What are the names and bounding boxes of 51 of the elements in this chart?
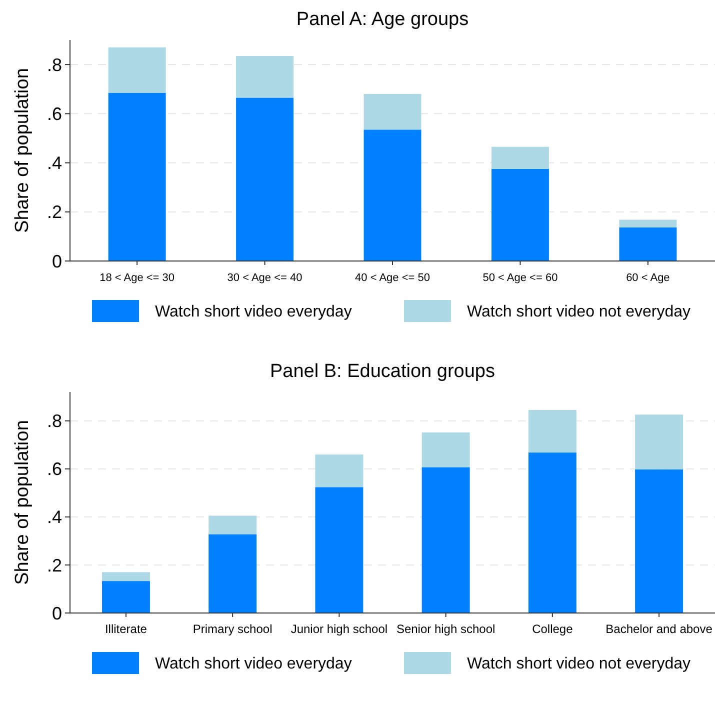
bar bbox=[102, 572, 150, 582]
y-tick-label: .6 bbox=[46, 459, 62, 480]
x-tick-label: Bachelor and above bbox=[606, 622, 713, 636]
x-tick-label: Junior high school bbox=[290, 622, 388, 636]
bar bbox=[236, 98, 294, 261]
bar bbox=[491, 146, 549, 169]
legend-label: Watch short video not everyday bbox=[467, 304, 691, 321]
bar bbox=[108, 47, 166, 93]
bar bbox=[315, 454, 364, 488]
bar bbox=[236, 56, 294, 98]
x-tick-label: Senior high school bbox=[396, 622, 496, 636]
y-tick-label: .2 bbox=[46, 555, 62, 576]
x-tick-label: 30 < Age <= 40 bbox=[227, 272, 302, 284]
bar bbox=[528, 452, 576, 613]
y-axis-title: Share of population bbox=[12, 68, 33, 233]
bar bbox=[208, 534, 257, 613]
x-tick-label: 18 < Age <= 30 bbox=[100, 272, 175, 284]
y-axis-title: Share of population bbox=[12, 420, 33, 585]
x-tick-label: 60 < Age bbox=[626, 272, 670, 284]
bar bbox=[208, 516, 257, 534]
x-tick-label: Primary school bbox=[192, 622, 272, 636]
bar bbox=[491, 168, 549, 261]
bar bbox=[422, 467, 470, 613]
chart-title: Panel A: Age groups bbox=[296, 9, 469, 30]
bar bbox=[635, 414, 684, 470]
y-tick-label: 0 bbox=[52, 251, 62, 272]
chart-title: Panel B: Education groups bbox=[270, 361, 495, 382]
y-tick-label: 0 bbox=[52, 603, 62, 624]
bar bbox=[619, 227, 677, 261]
y-tick-label: .6 bbox=[46, 104, 62, 124]
y-tick-label: .2 bbox=[46, 202, 62, 222]
bar bbox=[619, 220, 677, 228]
bar bbox=[364, 94, 422, 130]
bar bbox=[635, 469, 684, 613]
y-tick-label: .4 bbox=[46, 507, 62, 528]
bar bbox=[422, 432, 470, 468]
legend-label: Watch short video everyday bbox=[155, 656, 352, 673]
y-tick-label: .4 bbox=[46, 153, 62, 174]
bar bbox=[315, 487, 364, 613]
legend-label: Watch short video not everyday bbox=[467, 656, 691, 673]
bar bbox=[364, 130, 422, 261]
x-tick-label: 40 < Age <= 50 bbox=[355, 272, 430, 284]
y-tick-label: .8 bbox=[46, 411, 62, 432]
x-tick-label: 50 < Age <= 60 bbox=[482, 272, 558, 284]
x-tick-label: Illiterate bbox=[104, 622, 148, 636]
x-tick-label: College bbox=[532, 622, 574, 636]
bar bbox=[108, 92, 166, 261]
bar bbox=[528, 410, 576, 453]
y-tick-label: .8 bbox=[46, 54, 62, 75]
bar bbox=[102, 581, 150, 613]
legend-label: Watch short video everyday bbox=[155, 304, 352, 321]
